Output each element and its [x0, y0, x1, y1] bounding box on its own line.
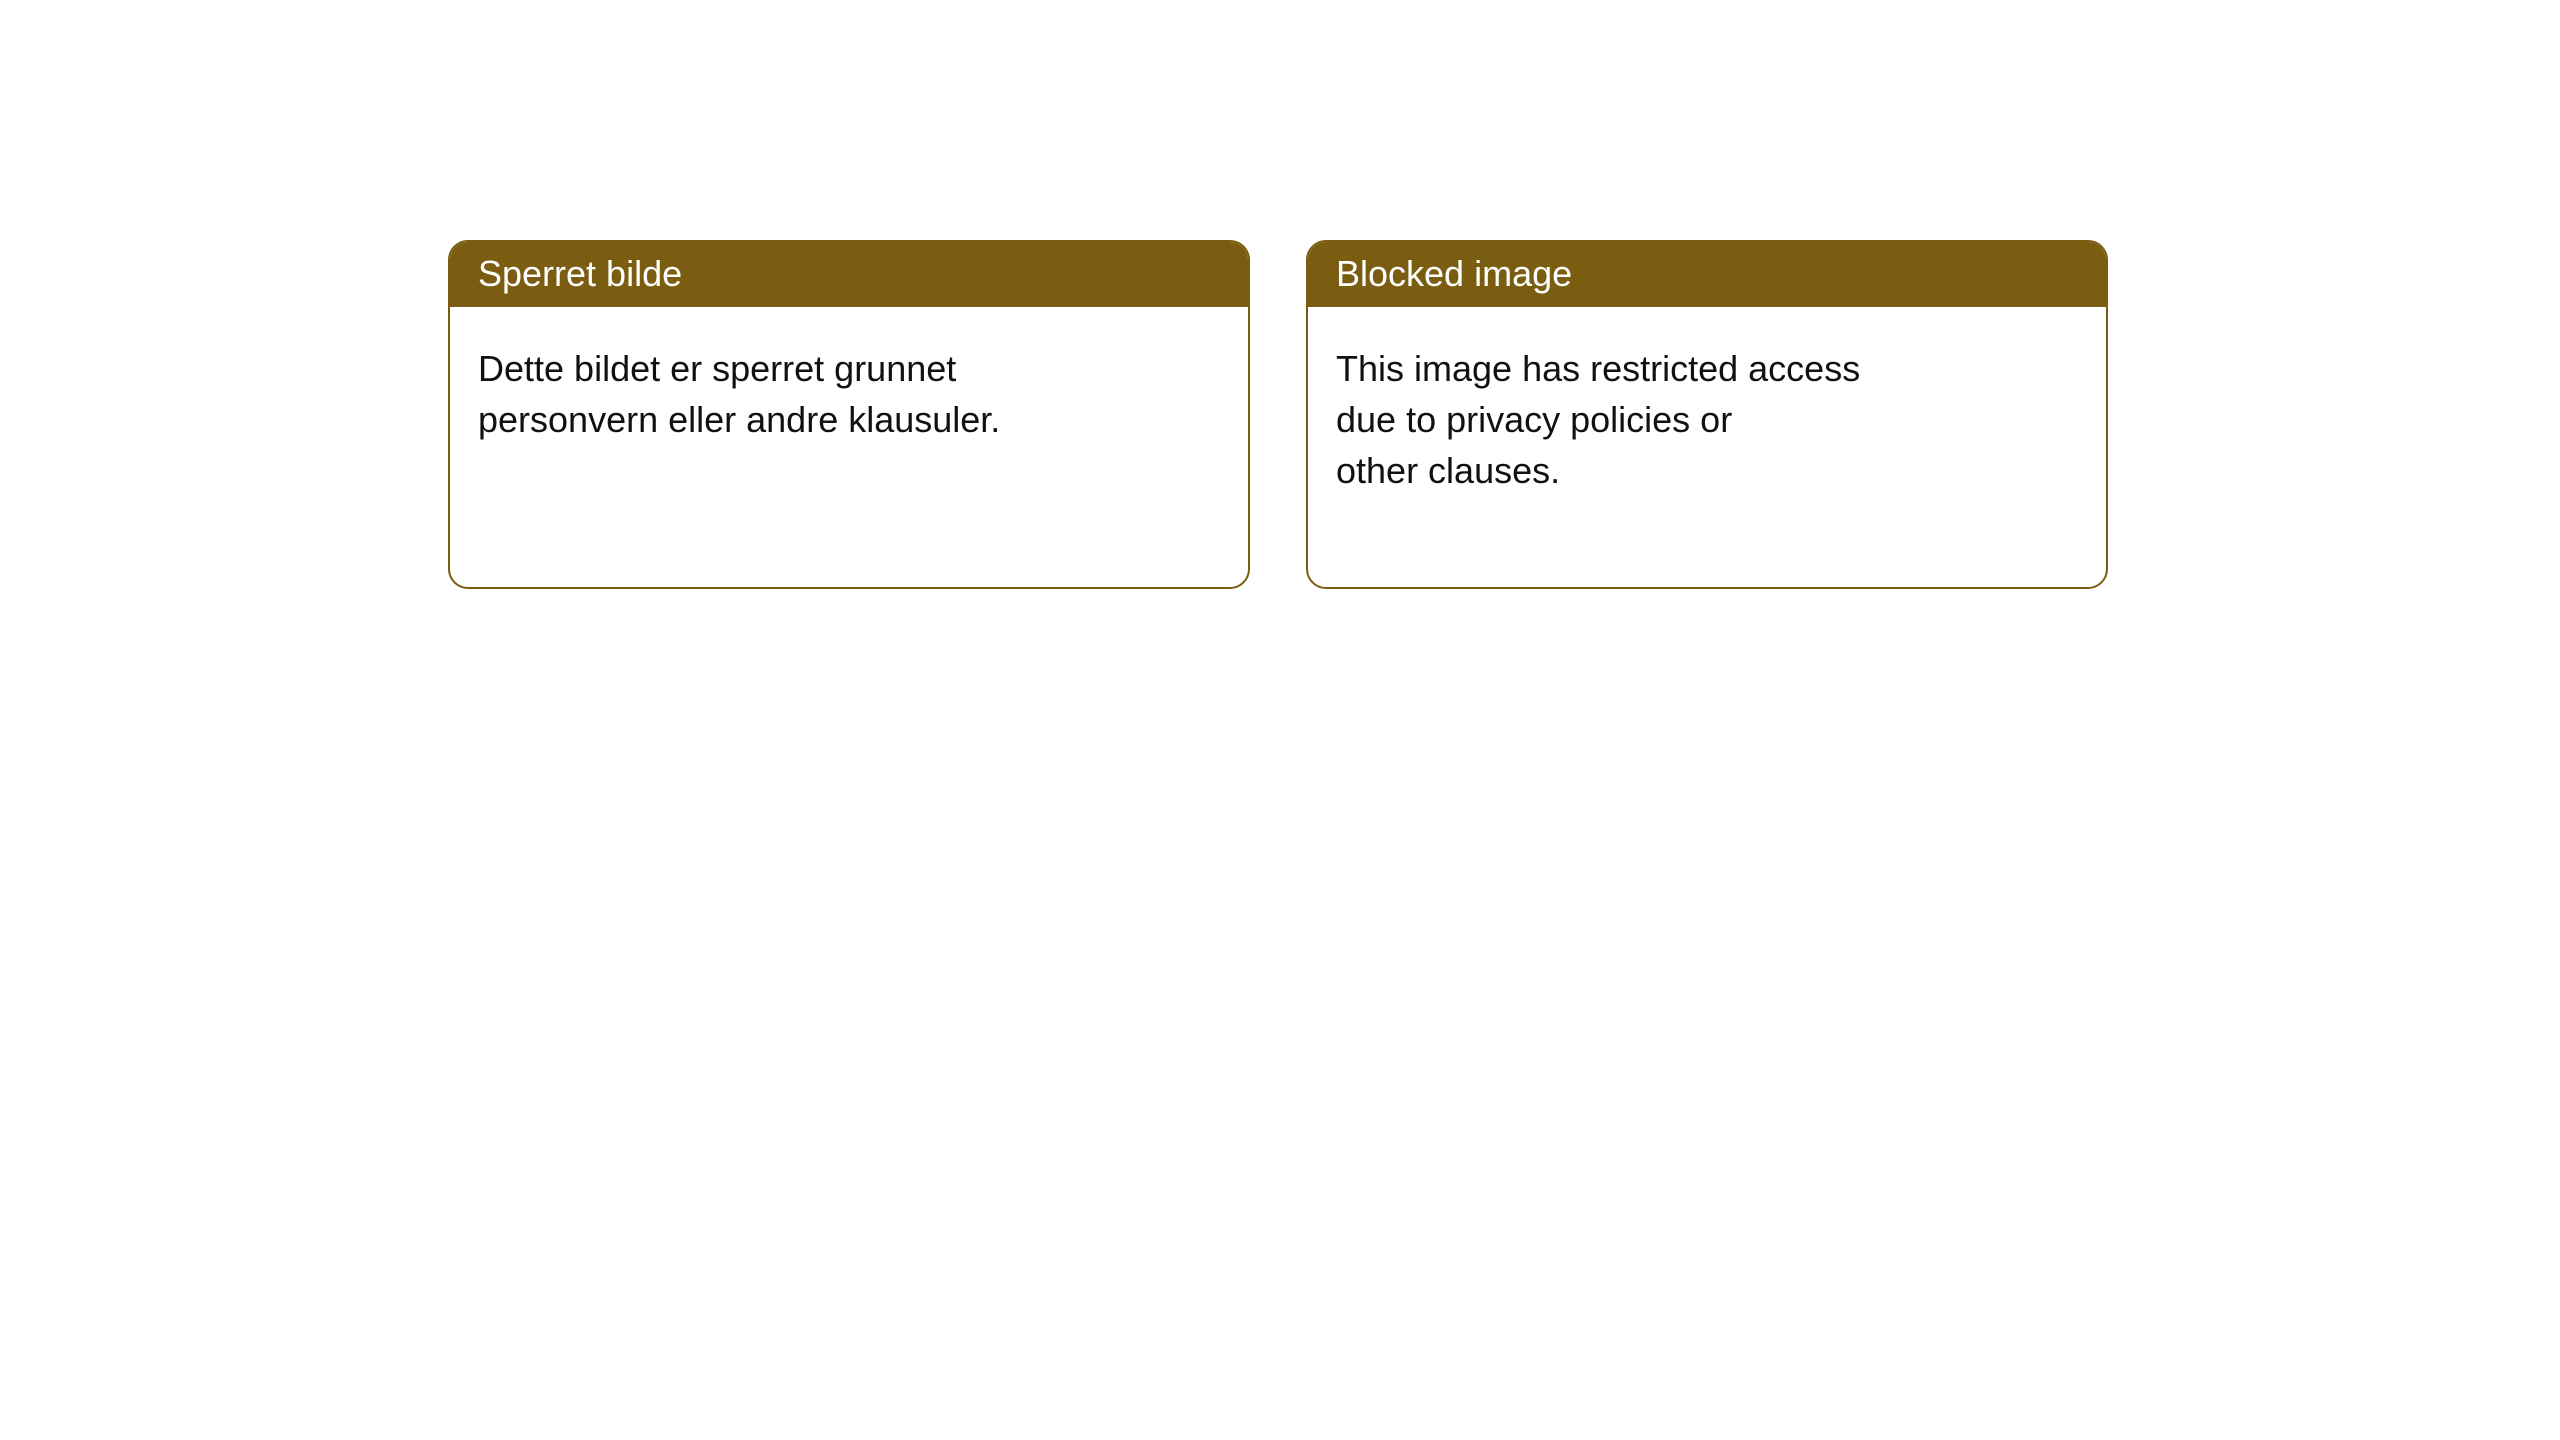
notice-container: Sperret bilde Dette bildet er sperret gr…: [0, 0, 2560, 589]
notice-card-en: Blocked image This image has restricted …: [1306, 240, 2108, 589]
notice-body-en: This image has restricted access due to …: [1308, 307, 2106, 586]
notice-title-no: Sperret bilde: [450, 242, 1248, 307]
notice-card-no: Sperret bilde Dette bildet er sperret gr…: [448, 240, 1250, 589]
notice-body-no: Dette bildet er sperret grunnet personve…: [450, 307, 1248, 535]
notice-title-en: Blocked image: [1308, 242, 2106, 307]
